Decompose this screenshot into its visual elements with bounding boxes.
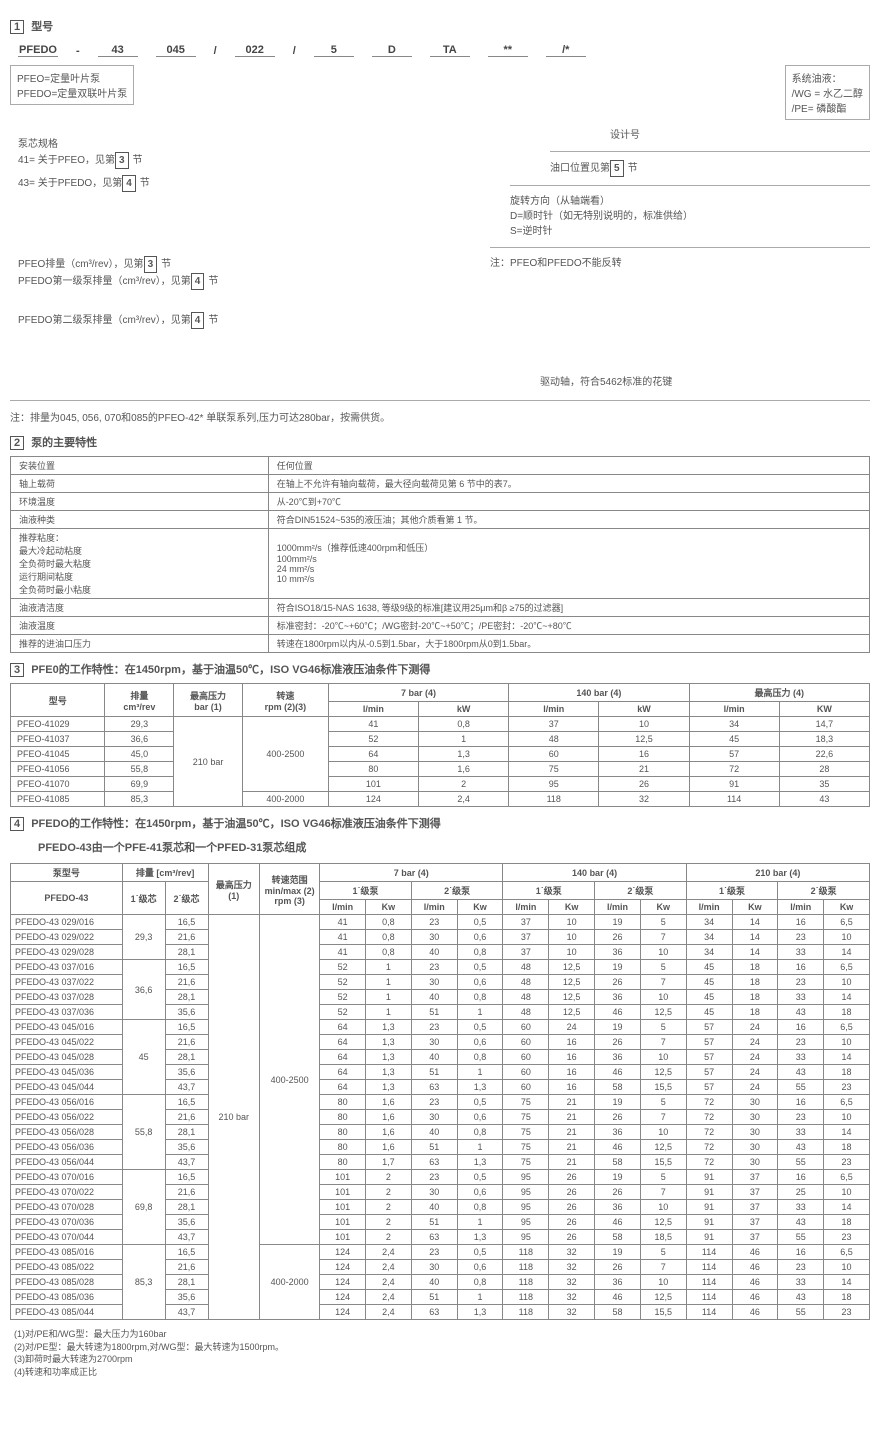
sec4-title: PFEDO的工作特性：在1450rpm，基于油温50℃，ISO VG46标准液压… [31,818,441,830]
code-seg-11: /* [546,44,586,57]
code-seg-2: 43 [98,44,138,57]
pfedo-row: PFEDO-43 070/01669,816,51012230,59526195… [11,1170,870,1185]
code-seg-9: TA [430,44,470,57]
sec3-title: PFE0的工作特性：在1450rpm，基于油温50℃，ISO VG46标准液压油… [31,664,430,676]
fluid-box: 系统油液： /WG = 水乙二醇 /PE= 磷酸酯 [785,65,870,120]
spec41: 41= 关于PFEO，见第3节 [18,152,430,169]
pfedo-row: PFEDO-43 029/01629,316,5210 bar400-25004… [11,915,870,930]
pfedo-row: PFEDO-43 045/0164516,5641,3230,560241955… [11,1020,870,1035]
pfeo-row: PFEO-4103736,65214812,54518,3 [11,732,870,747]
code-seg-3: 045 [156,44,196,57]
sec4-subtitle: PFEDO-43由一个PFE-41泵芯和一个PFED-31泵芯组成 [10,837,870,859]
code-seg-10: ** [488,44,528,57]
design-num: 设计号 [450,126,870,145]
disp-block: PFEO排量（cm³/rev），见第3节 PFEDO第一级泵排量（cm³/rev… [10,254,430,292]
disp2: PFEDO第一级泵排量（cm³/rev），见第4节 [18,273,430,290]
pfeo-row: PFEO-4108585,3400-20001242,41183211443 [11,792,870,807]
char-row: 环境温度从-20℃到+70℃ [11,493,870,511]
char-row: 轴上载荷在轴上不允许有轴向载荷，最大径向载荷见第 6 节中的表7。 [11,475,870,493]
pfedo-row: PFEDO-43 037/01636,616,5521230,54812,519… [11,960,870,975]
pfeo-row: PFEO-4104545,0641,360165722,6 [11,747,870,762]
char-row: 油液清洁度符合ISO18/15-NAS 1638, 等级9级的标准[建议用25μ… [11,599,870,617]
pump-type-box: PFEO=定量叶片泵 PFEDO=定量双联叶片泵 [10,65,134,105]
rot-s: S=逆时针 [510,224,870,239]
code-seg-6: / [293,45,296,57]
fluid-title: 系统油液： [792,70,863,85]
disp1: PFEO排量（cm³/rev），见第3节 [18,256,430,273]
sec1-right-col: 系统油液： /WG = 水乙二醇 /PE= 磷酸酯 设计号 油口位置见第5节 旋… [450,63,870,394]
code-seg-7: 5 [314,44,354,57]
spec43: 43= 关于PFEDO，见第4节 [18,175,430,192]
port-pos: 油口位置见第5节 [450,158,870,179]
sec3-num: 3 [10,663,24,677]
pfeo-def: PFEO=定量叶片泵 [17,70,127,85]
sec1-note: 注：排量为045, 056, 070和085的PFEO-42* 单联泵系列,压力… [10,407,870,426]
footnote: (4)转速和功率成正比 [14,1366,870,1379]
sec3-head: 3 PFE0的工作特性：在1450rpm，基于油温50℃，ISO VG46标准液… [10,661,870,677]
char-row: 油液温度标准密封：-20℃~+60℃；/WG密封-20℃~+50℃；/PE密封：… [11,617,870,635]
pfeo-row: PFEO-4105655,8801,675217228 [11,762,870,777]
pfedo-def: PFEDO=定量双联叶片泵 [17,85,127,100]
spec-block: 泵芯规格 41= 关于PFEO，见第3节 43= 关于PFEDO，见第4节 [10,135,430,194]
disp3: PFEDO第二级泵排量（cm³/rev），见第4节 [18,312,430,329]
code-seg-4: / [214,45,217,57]
pfeo-row: PFEO-4102929,3210 bar400-2500410,8371034… [11,717,870,732]
code-seg-1: - [76,45,80,57]
fluid-pe: /PE= 磷酸酯 [792,100,863,115]
sec1-desc-row: PFEO=定量叶片泵 PFEDO=定量双联叶片泵 泵芯规格 41= 关于PFEO… [10,63,870,394]
rotation-block: 旋转方向（从轴端看） D=顺时针（如无特别说明的，标准供给） S=逆时针 [450,192,870,241]
char-row: 推荐的进油口压力转速在1800rpm以内从-0.5到1.5bar，大于1800r… [11,635,870,653]
spec-title: 泵芯规格 [18,137,430,152]
sec4-head: 4 PFEDO的工作特性：在1450rpm，基于油温50℃，ISO VG46标准… [10,815,870,831]
sec2-head: 2 泵的主要特性 [10,434,870,450]
table-characteristics: 安装位置任何位置轴上载荷在轴上不允许有轴向载荷，最大径向载荷见第 6 节中的表7… [10,456,870,653]
char-row: 安装位置任何位置 [11,457,870,475]
pfedo-row: PFEDO-43 056/01655,816,5801,6230,5752119… [11,1095,870,1110]
rot-title: 旋转方向（从轴端看） [510,194,870,209]
char-row: 推荐粘度： 最大冷起动粘度 全负荷时最大粘度 运行期间粘度 全负荷时最小粘度 1… [11,529,870,599]
sec2-num: 2 [10,436,24,450]
footnote: (3)卸荷时最大转速为2700rpm [14,1353,870,1366]
sec1-left-col: PFEO=定量叶片泵 PFEDO=定量双联叶片泵 泵芯规格 41= 关于PFEO… [10,63,430,394]
code-seg-0: PFEDO [18,44,58,57]
fluid-wg: /WG = 水乙二醇 [792,85,863,100]
model-code-line: PFEDO - 43 045 / 022 / 5 D TA ** /* [10,40,870,59]
rot-d: D=顺时针（如无特别说明的，标准供给） [510,209,870,224]
char-row: 油液种类符合DIN51524~535的液压油；其他介质看第 1 节。 [11,511,870,529]
sec2-title: 泵的主要特性 [31,437,97,449]
code-seg-8: D [372,44,412,57]
sec1-num: 1 [10,20,24,34]
table-pfedo: 泵型号排量 [cm³/rev]最高压力 (1)转速范围 min/max (2) … [10,863,870,1320]
sec1-head: 1 型号 [10,18,870,34]
sec1-title: 型号 [31,21,53,33]
sec4-num: 4 [10,817,24,831]
shaft-note: 驱动轴，符合5462标准的花键 [450,373,870,392]
footnote: (1)对/PE和/WG型：最大压力为160bar [14,1328,870,1341]
disp3-block: PFEDO第二级泵排量（cm³/rev），见第4节 [10,310,430,331]
rot-note: 注：PFEO和PFEDO不能反转 [450,254,870,273]
footnote: (2)对/PE型：最大转速为1800rpm,对/WG型：最大转速为1500rpm… [14,1341,870,1354]
table-pfeo: 型号排量 cm³/rev最高压力 bar (1)转速 rpm (2)(3)7 b… [10,683,870,807]
pfedo-row: PFEDO-43 085/01685,316,5400-20001242,423… [11,1245,870,1260]
code-seg-5: 022 [235,44,275,57]
footnotes: (1)对/PE和/WG型：最大压力为160bar(2)对/PE型：最大转速为18… [10,1324,870,1378]
pfeo-row: PFEO-4107069,9101295269135 [11,777,870,792]
